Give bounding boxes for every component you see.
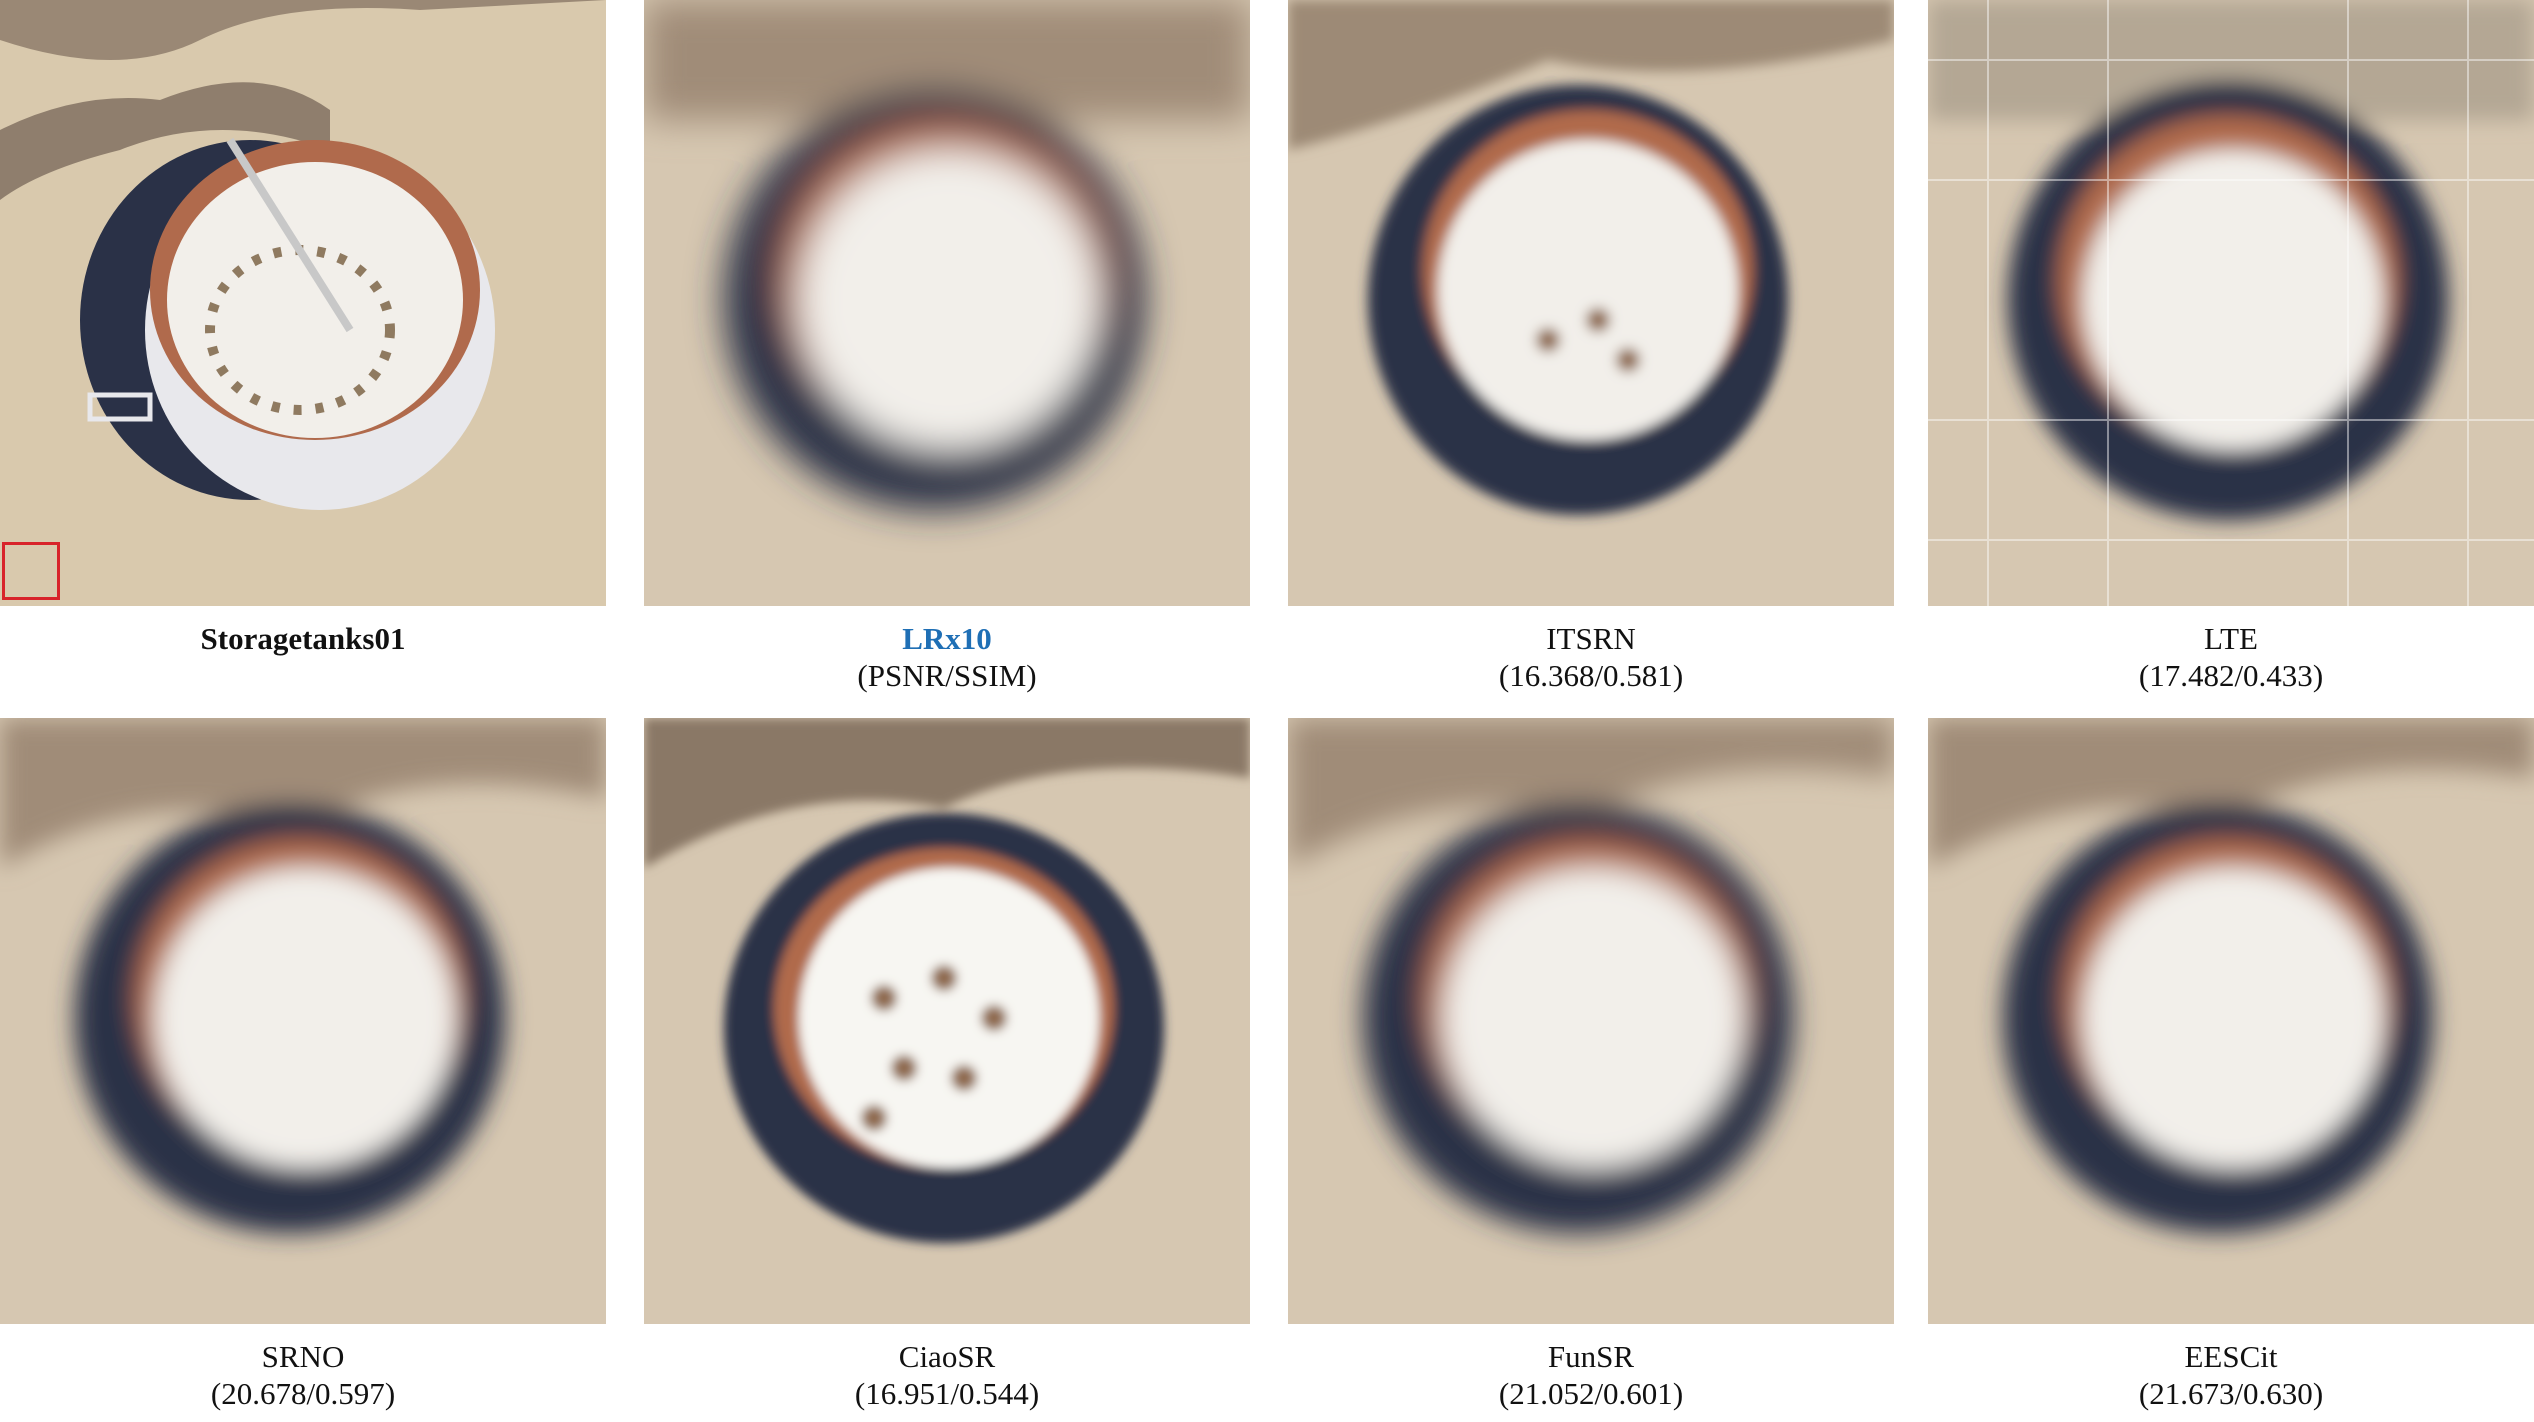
metric-line: (17.482/0.433) <box>2138 658 2324 693</box>
panel-title: ITSRN <box>1546 621 1636 656</box>
metric-line: (21.673/0.630) <box>2138 1376 2324 1411</box>
panel-title: LRx10 <box>902 621 992 656</box>
metric-line: (16.951/0.544) <box>854 1376 1040 1411</box>
storage-tank-aerial-image <box>0 0 606 606</box>
panel-eescit: EESCit (21.673/0.630) <box>1928 718 2534 1412</box>
caption: FunSR (21.052/0.601) <box>1288 1338 1894 1412</box>
ciaosr-tank-image <box>644 718 1250 1324</box>
panel-title: LTE <box>2204 621 2258 656</box>
zoom-region-marker <box>2 542 60 600</box>
caption: Storagetanks01 <box>0 620 606 657</box>
panel-title: SRNO <box>261 1339 345 1374</box>
caption: LTE (17.482/0.433) <box>1928 620 2534 694</box>
metric-line: (21.052/0.601) <box>1498 1376 1684 1411</box>
lrx10-image <box>644 0 1250 606</box>
itsrn-image <box>1288 0 1894 606</box>
ciaosr-image <box>644 718 1250 1324</box>
lte-tank-image <box>1928 0 2534 606</box>
panel-title: Storagetanks01 <box>200 621 406 656</box>
panel-lrx10: LRx10 (PSNR/SSIM) <box>644 0 1250 694</box>
ground-truth-image <box>0 0 606 606</box>
caption: SRNO (20.678/0.597) <box>0 1338 606 1412</box>
panel-srno: SRNO (20.678/0.597) <box>0 718 606 1412</box>
blurred-tank-image <box>644 0 1250 606</box>
srno-image <box>0 718 606 1324</box>
metric-line: (20.678/0.597) <box>210 1376 396 1411</box>
panel-ciaosr: CiaoSR (16.951/0.544) <box>644 718 1250 1412</box>
panel-lte: LTE (17.482/0.433) <box>1928 0 2534 694</box>
caption: EESCit (21.673/0.630) <box>1928 1338 2534 1412</box>
panel-funsr: FunSR (21.052/0.601) <box>1288 718 1894 1412</box>
panel-title: EESCit <box>2184 1339 2278 1374</box>
panel-ground-truth: Storagetanks01 <box>0 0 606 657</box>
srno-tank-image <box>0 718 606 1324</box>
funsr-image <box>1288 718 1894 1324</box>
panel-itsrn: ITSRN (16.368/0.581) <box>1288 0 1894 694</box>
funsr-tank-image <box>1288 718 1894 1324</box>
lte-image <box>1928 0 2534 606</box>
eescit-image <box>1928 718 2534 1324</box>
itsrn-tank-image <box>1288 0 1894 606</box>
panel-title: CiaoSR <box>898 1339 996 1374</box>
eescit-tank-image <box>1928 718 2534 1324</box>
panel-title: FunSR <box>1547 1339 1635 1374</box>
metric-line: (16.368/0.581) <box>1498 658 1684 693</box>
caption: CiaoSR (16.951/0.544) <box>644 1338 1250 1412</box>
metric-line: (PSNR/SSIM) <box>857 658 1037 693</box>
caption: ITSRN (16.368/0.581) <box>1288 620 1894 694</box>
caption: LRx10 (PSNR/SSIM) <box>644 620 1250 694</box>
